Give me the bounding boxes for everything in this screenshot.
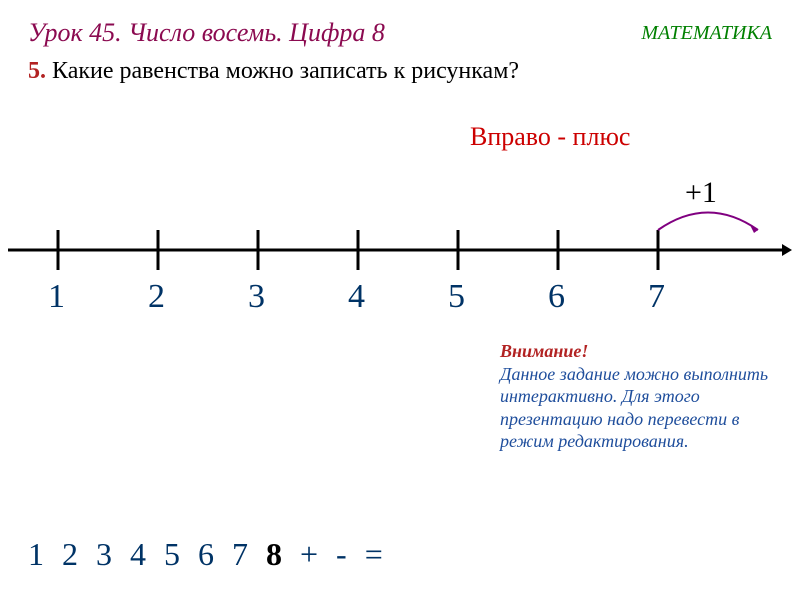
tick-label: 7 [648, 278, 665, 316]
tick-label: 4 [348, 278, 365, 316]
symbol-item[interactable]: 5 [164, 536, 180, 573]
symbol-item[interactable]: 8 [266, 536, 282, 573]
symbol-item[interactable]: 3 [96, 536, 112, 573]
symbol-item[interactable]: 7 [232, 536, 248, 573]
attention-note: Внимание! Данное задание можно выполнить… [500, 340, 770, 453]
attention-heading: Внимание! [500, 341, 588, 361]
tick-label: 2 [148, 278, 165, 316]
symbol-item[interactable]: 2 [62, 536, 78, 573]
question-text: Какие равенства можно записать к рисунка… [46, 58, 519, 84]
lesson-title: Урок 45. Число восемь. Цифра 8 [28, 18, 385, 48]
symbol-item[interactable]: 4 [130, 536, 146, 573]
attention-body: Данное задание можно выполнить интеракти… [500, 364, 768, 452]
subject-label: МАТЕМАТИКА [641, 22, 772, 45]
tick-label: 3 [248, 278, 265, 316]
symbol-row: 12345678 +-= [28, 536, 401, 573]
tick-label: 1 [48, 278, 65, 316]
question-number: 5. [28, 58, 46, 84]
symbol-item[interactable]: = [365, 536, 383, 573]
symbol-item[interactable]: + [300, 536, 318, 573]
symbol-item[interactable]: 6 [198, 536, 214, 573]
hint-right-plus: Вправо - плюс [470, 122, 630, 152]
symbol-item[interactable]: 1 [28, 536, 44, 573]
tick-label: 5 [448, 278, 465, 316]
number-line [8, 200, 792, 300]
symbol-item[interactable]: - [336, 536, 347, 573]
question-line: 5. Какие равенства можно записать к рису… [28, 58, 519, 85]
tick-label: 6 [548, 278, 565, 316]
